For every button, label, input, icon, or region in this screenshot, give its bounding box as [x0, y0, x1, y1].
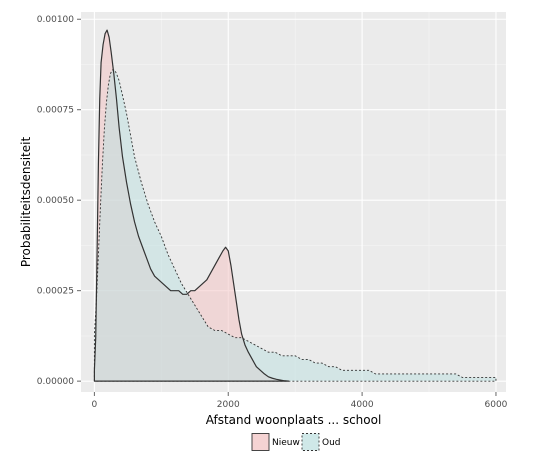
x-axis-title: Afstand woonplaats ... school	[206, 413, 382, 427]
tick-labels: 0 2000 4000 6000 0.00000 0.00025 0.00050 0.0007…	[37, 15, 508, 410]
x-tick-label: 6000	[485, 400, 508, 410]
x-tick-label: 4000	[351, 400, 374, 410]
axis-ticks	[77, 18, 497, 396]
legend-label-nieuw: Nieuw	[272, 438, 300, 448]
legend-label-oud: Oud	[322, 438, 341, 448]
density-lines	[93, 29, 497, 382]
y-tick-label: 0.00050	[37, 196, 74, 206]
y-tick-label: 0.00000	[37, 377, 74, 387]
y-tick-label: 0.00025	[37, 287, 74, 297]
y-tick-label: 0.00100	[37, 15, 74, 25]
density-area-oud	[94, 69, 496, 382]
density-line-nieuw	[93, 29, 290, 382]
density-line-oud	[93, 69, 497, 382]
density-fills	[94, 30, 496, 382]
y-axis-title: Probabiliteitsdensiteit	[19, 137, 33, 268]
legend-key-nieuw	[251, 433, 270, 451]
legend: Nieuw Oud	[251, 433, 341, 451]
x-tick-label: 2000	[217, 400, 240, 410]
y-tick-label: 0.00075	[37, 106, 74, 116]
legend-key-oud	[301, 433, 320, 451]
x-tick-label: 0	[92, 400, 98, 410]
grid-lines	[81, 12, 506, 392]
